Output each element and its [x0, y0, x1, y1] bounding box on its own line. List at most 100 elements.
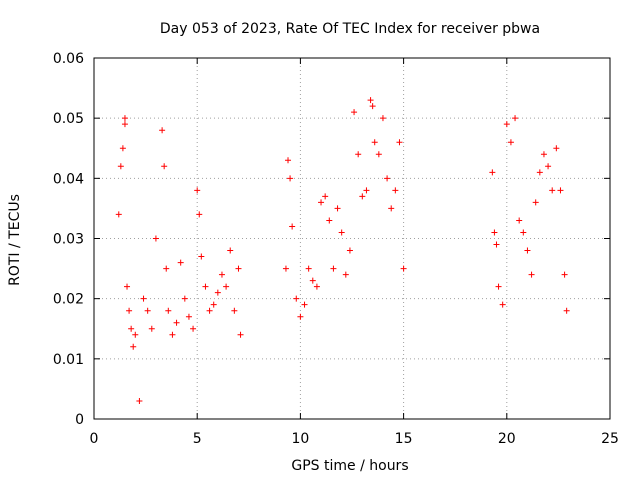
data-point — [206, 307, 213, 314]
chart-title: Day 053 of 2023, Rate Of TEC Index for r… — [160, 21, 540, 37]
data-point — [163, 265, 170, 272]
data-point — [126, 307, 133, 314]
data-point — [334, 205, 341, 212]
data-point — [202, 283, 209, 290]
data-point — [326, 217, 333, 224]
data-point — [297, 313, 304, 320]
data-point — [400, 265, 407, 272]
data-point — [375, 151, 382, 158]
data-point — [282, 265, 289, 272]
data-point — [161, 163, 168, 170]
data-point — [318, 199, 325, 206]
data-point — [512, 115, 519, 122]
data-point — [563, 307, 570, 314]
data-point — [231, 307, 238, 314]
data-points — [115, 97, 570, 404]
data-point — [237, 331, 244, 338]
data-point — [136, 397, 143, 404]
data-point — [507, 139, 514, 146]
data-point — [287, 175, 294, 182]
data-point — [173, 319, 180, 326]
x-tick-label: 20 — [498, 431, 516, 447]
data-point — [185, 313, 192, 320]
data-point — [545, 163, 552, 170]
data-point — [148, 325, 155, 332]
data-point — [165, 307, 172, 314]
data-point — [499, 301, 506, 308]
data-point — [177, 259, 184, 266]
data-point — [351, 109, 358, 116]
grid-lines — [94, 58, 610, 419]
data-point — [128, 325, 135, 332]
data-point — [218, 271, 225, 278]
y-tick-label: 0 — [75, 412, 84, 428]
data-point — [388, 205, 395, 212]
data-point — [169, 331, 176, 338]
data-point — [367, 97, 374, 104]
data-point — [540, 151, 547, 158]
data-point — [309, 277, 316, 284]
x-tick-label: 25 — [601, 431, 619, 447]
data-point — [289, 223, 296, 230]
data-point — [493, 241, 500, 248]
data-point — [342, 271, 349, 278]
x-axis-ticks: 0 5 10 15 20 25 — [90, 58, 619, 447]
x-tick-label: 5 — [193, 431, 202, 447]
data-point — [121, 115, 128, 122]
data-point — [181, 295, 188, 302]
data-point — [227, 247, 234, 254]
data-point — [363, 187, 370, 194]
data-point — [338, 229, 345, 236]
data-point — [214, 289, 221, 296]
x-tick-label: 15 — [395, 431, 413, 447]
data-point — [305, 265, 312, 272]
data-point — [379, 115, 386, 122]
data-point — [285, 157, 292, 164]
data-point — [190, 325, 197, 332]
data-point — [495, 283, 502, 290]
data-point — [520, 229, 527, 236]
data-point — [322, 193, 329, 200]
data-point — [330, 265, 337, 272]
data-point — [553, 145, 560, 152]
x-tick-label: 0 — [90, 431, 99, 447]
x-tick-label: 10 — [291, 431, 309, 447]
data-point — [503, 121, 510, 128]
data-point — [301, 301, 308, 308]
data-point — [152, 235, 159, 242]
data-point — [528, 271, 535, 278]
data-point — [124, 283, 131, 290]
y-tick-label: 0.04 — [53, 171, 84, 187]
data-point — [210, 301, 217, 308]
data-point — [119, 145, 126, 152]
y-axis-ticks: 0 0.01 0.02 0.03 0.04 0.05 0.06 — [53, 51, 610, 428]
data-point — [384, 175, 391, 182]
y-tick-label: 0.01 — [53, 352, 84, 368]
y-tick-label: 0.03 — [53, 232, 84, 248]
y-tick-label: 0.02 — [53, 292, 84, 308]
y-tick-label: 0.05 — [53, 111, 84, 127]
data-point — [491, 229, 498, 236]
data-point — [121, 121, 128, 128]
data-point — [346, 247, 353, 254]
data-point — [371, 139, 378, 146]
data-point — [516, 217, 523, 224]
y-tick-label: 0.06 — [53, 51, 84, 67]
data-point — [536, 169, 543, 176]
data-point — [223, 283, 230, 290]
data-point — [194, 187, 201, 194]
data-point — [196, 211, 203, 218]
data-point — [549, 187, 556, 194]
data-point — [359, 193, 366, 200]
data-point — [140, 295, 147, 302]
data-point — [369, 103, 376, 110]
data-point — [293, 295, 300, 302]
y-axis-label: ROTI / TECUs — [7, 194, 23, 286]
data-point — [159, 127, 166, 134]
data-point — [532, 199, 539, 206]
data-point — [198, 253, 205, 260]
data-point — [557, 187, 564, 194]
data-point — [144, 307, 151, 314]
data-point — [489, 169, 496, 176]
